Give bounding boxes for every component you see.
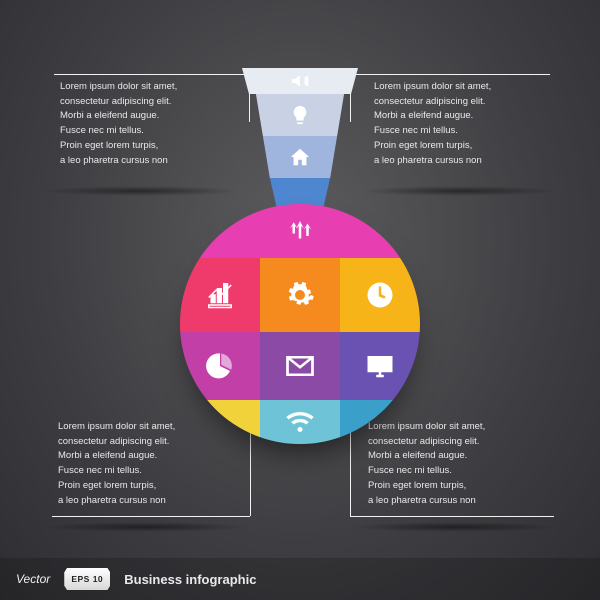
neck-seg-2 (242, 136, 358, 178)
cell-wifi (260, 400, 340, 444)
cell-clock (340, 258, 420, 332)
shadow (40, 522, 250, 532)
shadow (360, 186, 560, 196)
home-icon (289, 146, 311, 168)
cell-pie (180, 332, 260, 400)
monitor-icon (365, 351, 395, 381)
eps-badge: EPS 10 (64, 568, 110, 590)
neck-seg-1 (242, 94, 358, 136)
bar-chart-icon (205, 280, 235, 310)
vector-label: Vector (16, 572, 50, 586)
flask-diagram (180, 204, 420, 444)
arrows-up-icon (285, 216, 315, 246)
flask-bulb (180, 204, 420, 444)
infographic-stage: Lorem ipsum dolor sit amet,consectetur a… (0, 0, 600, 600)
bulb-row-3 (180, 332, 420, 400)
leader-line (350, 74, 550, 75)
gears-icon (285, 280, 315, 310)
bulb-icon (289, 104, 311, 126)
bulb-row-4 (180, 400, 420, 444)
megaphone-icon (289, 70, 311, 92)
shadow (40, 186, 240, 196)
shadow (350, 522, 560, 532)
cell-gears (260, 258, 340, 332)
clock-icon (365, 280, 395, 310)
leader-line (54, 74, 249, 75)
callout-top-left: Lorem ipsum dolor sit amet,consectetur a… (60, 80, 230, 168)
leader-line (350, 516, 554, 517)
callout-top-right: Lorem ipsum dolor sit amet,consectetur a… (374, 80, 544, 168)
neck-lip (242, 68, 358, 94)
flask-neck (242, 68, 358, 218)
cell-chart (180, 258, 260, 332)
cell-r4-right (340, 400, 420, 444)
cell-monitor (340, 332, 420, 400)
cell-r4-left (180, 400, 260, 444)
pie-icon (205, 351, 235, 381)
footer-bar: Vector EPS 10 Business infographic (0, 558, 600, 600)
cell-mail (260, 332, 340, 400)
footer-title: Business infographic (124, 572, 256, 587)
wifi-icon (285, 407, 315, 437)
mail-icon (285, 351, 315, 381)
leader-line (52, 516, 250, 517)
bulb-row-1 (180, 204, 420, 258)
bulb-row-2 (180, 258, 420, 332)
cell-arrows (180, 204, 420, 258)
